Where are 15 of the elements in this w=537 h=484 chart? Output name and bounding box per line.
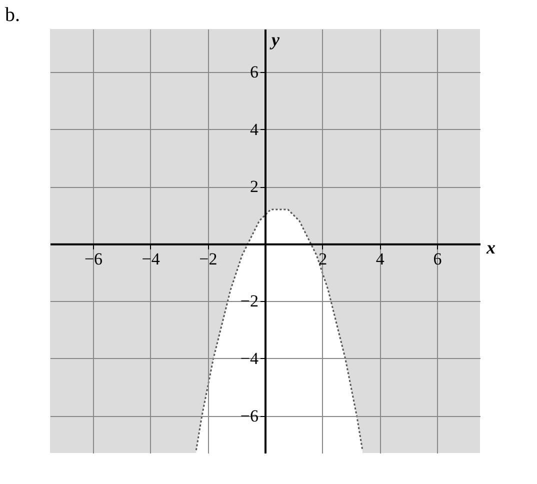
- x-tick-label: 6: [433, 249, 442, 268]
- x-tick-label: −2: [199, 249, 218, 268]
- x-tick-label: 4: [376, 249, 385, 268]
- y-tick-label: −2: [240, 292, 258, 311]
- y-tick-label: −6: [240, 406, 258, 426]
- x-tick-label: −6: [84, 249, 103, 268]
- y-tick-label: 4: [250, 120, 259, 139]
- x-tick-label: 2: [318, 249, 328, 268]
- x-tick-label: −4: [142, 249, 160, 268]
- y-tick-label: −4: [240, 348, 259, 368]
- chart-title: b.: [5, 4, 20, 26]
- y-axis-title: y: [270, 30, 280, 50]
- y-tick-label: 2: [250, 177, 258, 196]
- x-axis-title: x: [486, 237, 496, 258]
- y-tick-label: 6: [250, 62, 258, 82]
